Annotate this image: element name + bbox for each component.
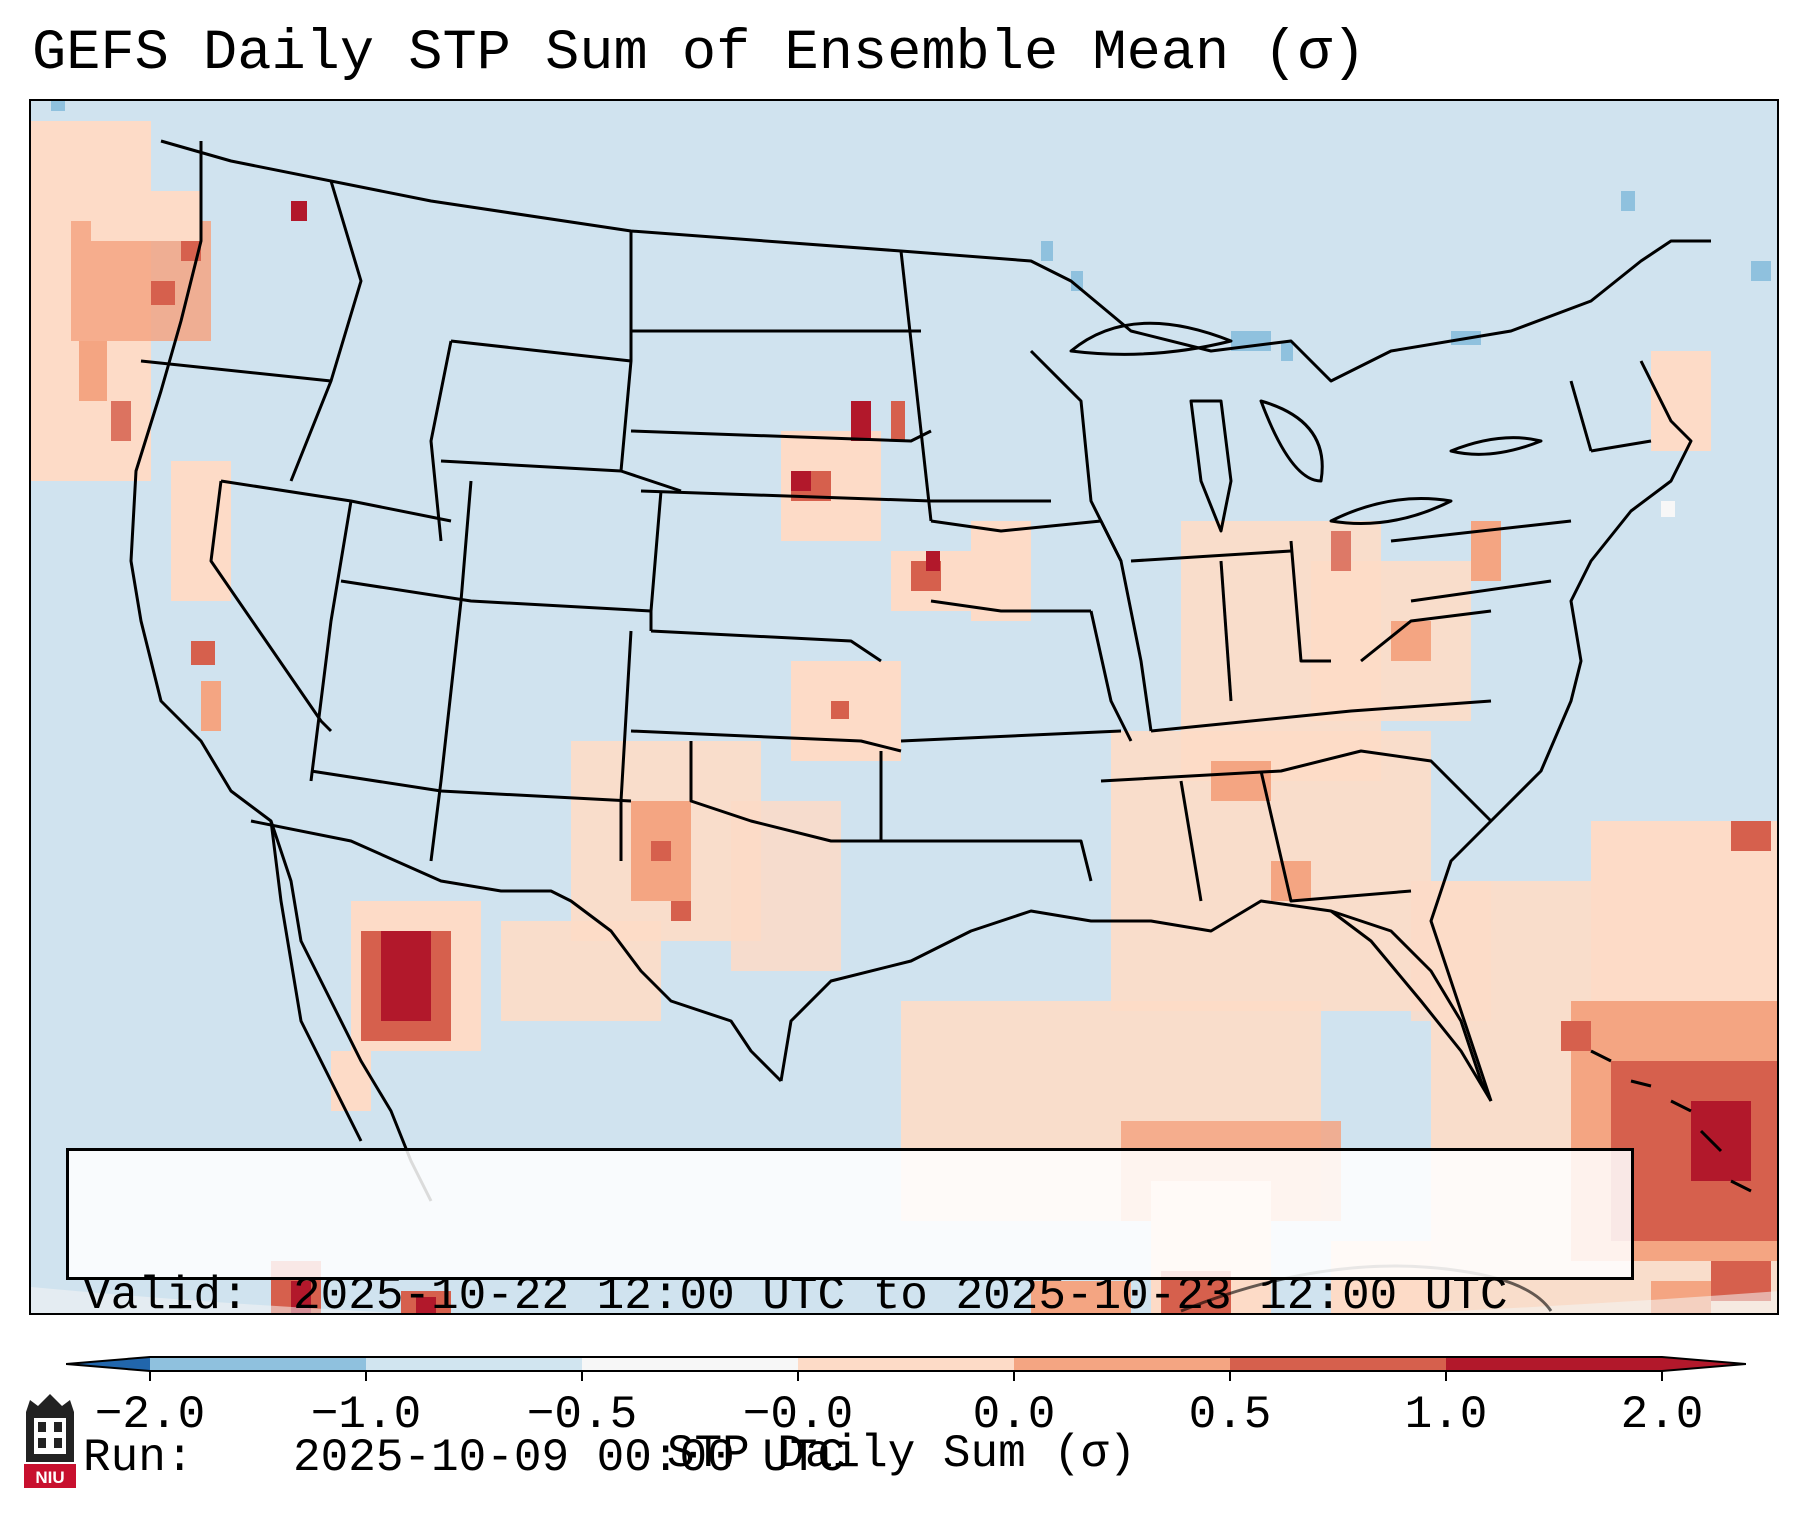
colorbar-tick-label: −2.0 <box>95 1389 205 1441</box>
colorbar-segment <box>366 1357 583 1371</box>
colorbar-tick-label: −1.0 <box>311 1389 421 1441</box>
colorbar-tick-label: 1.0 <box>1405 1389 1488 1441</box>
region-pacific-northwest-coast <box>31 121 307 731</box>
run-key: Run: <box>83 1432 194 1484</box>
colorbar-label: STP Daily Sum (σ) <box>666 1428 1137 1480</box>
map-panel <box>29 99 1779 1315</box>
colorbar-extend-high <box>1662 1357 1746 1371</box>
colorbar-segment <box>1446 1357 1663 1371</box>
colorbar-segment <box>150 1357 367 1371</box>
colorbar-segments <box>66 1356 1746 1372</box>
colorbar-ticks: −2.0 −1.0 −0.5 −0.0 0.0 0.5 1.0 2.0 <box>95 1371 1704 1441</box>
projection-edge <box>31 1287 1777 1313</box>
lake-michigan <box>1189 399 1233 533</box>
state-borders <box>129 139 1752 1313</box>
colorbar: −2.0 −1.0 −0.5 −0.0 0.0 0.5 1.0 2.0 <box>66 1356 1746 1441</box>
map-canvas <box>31 101 1777 1313</box>
valid-key: Valid: <box>83 1270 249 1322</box>
colorbar-extend-low <box>66 1357 150 1371</box>
canada-border <box>160 139 1711 383</box>
lake-ontario <box>1449 436 1543 456</box>
lake-erie <box>1329 497 1453 525</box>
map-title: GEFS Daily STP Sum of Ensemble Mean (σ) <box>32 22 1367 86</box>
colorbar-tick-label: 0.5 <box>1189 1389 1272 1441</box>
colorbar-segment <box>1014 1357 1231 1371</box>
run-value: 2025-10-09 00:00 UTC <box>293 1432 846 1484</box>
region-south-dakota <box>781 401 905 541</box>
lake-superior <box>1069 321 1233 356</box>
region-west-texas <box>731 661 901 971</box>
atlantic-coast <box>1429 360 1693 1102</box>
valid-line: Valid: 2025-10-22 12:00 UTC to 2025-10-23… <box>83 1269 1631 1323</box>
baja-coast <box>269 820 363 1142</box>
colorbar-segment <box>1230 1357 1447 1371</box>
colorbar-tick-label: −0.5 <box>527 1389 637 1441</box>
region-new-mexico <box>501 741 761 1021</box>
valid-value: 2025-10-22 12:00 UTC to 2025-10-23 12:00… <box>293 1270 1508 1322</box>
logo-text: NIU <box>35 1468 64 1487</box>
bahamas-islands <box>1590 1049 1752 1193</box>
mexico-border <box>250 819 783 1083</box>
region-ohio-valley <box>1181 351 1711 781</box>
colorbar-segment <box>582 1357 799 1371</box>
florida-coast <box>1330 909 1493 1102</box>
colorbar-tick-label: −0.0 <box>743 1389 853 1441</box>
region-great-lakes-negative <box>51 101 1771 361</box>
colorbar-segment <box>798 1357 1015 1371</box>
niu-logo: NIU <box>24 1394 76 1488</box>
pacific-coast <box>129 141 433 1202</box>
run-line: Run: 2025-10-09 00:00 UTC <box>83 1431 1631 1485</box>
colorbar-tick-label: 0.0 <box>973 1389 1056 1441</box>
gulf-coast <box>779 899 1493 1102</box>
colorbar-tick-label: 2.0 <box>1621 1389 1704 1441</box>
region-nebraska <box>891 521 1031 621</box>
lake-huron <box>1259 399 1324 483</box>
run-info-box: Valid: 2025-10-22 12:00 UTC to 2025-10-23… <box>66 1148 1634 1484</box>
